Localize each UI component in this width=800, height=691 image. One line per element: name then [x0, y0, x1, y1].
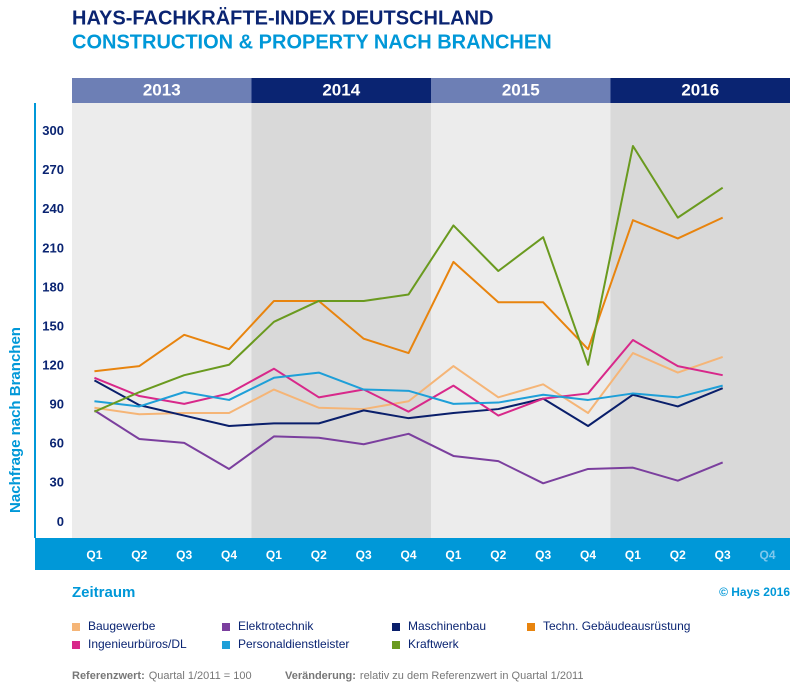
- y-tick-label: 270: [42, 162, 64, 177]
- y-tick-label: 90: [50, 397, 64, 412]
- x-axis-label: Zeitraum: [72, 584, 135, 601]
- legend-swatch: [72, 641, 80, 649]
- legend-swatch: [527, 623, 535, 631]
- series-line: [94, 216, 724, 373]
- year-header: [251, 78, 431, 103]
- x-tick-label: Q1: [86, 548, 102, 562]
- legend-swatch: [392, 623, 400, 631]
- x-tick-label: Q3: [715, 548, 731, 562]
- y-tick-label: 0: [57, 514, 64, 529]
- y-tick-label: 120: [42, 358, 64, 373]
- x-tick-label: Q1: [266, 548, 282, 562]
- year-panel: [431, 103, 611, 538]
- series-line: [94, 144, 724, 413]
- x-tick-label: Q3: [535, 548, 551, 562]
- x-tick-label: Q1: [625, 548, 641, 562]
- footnote-text: relativ zu dem Referenzwert in Quartal 1…: [360, 670, 584, 682]
- x-axis-band: [35, 538, 790, 570]
- y-tick-label: 210: [42, 240, 64, 255]
- x-tick-label: Q3: [176, 548, 192, 562]
- legend-label: Personaldienstleister: [238, 637, 349, 651]
- legend-swatch: [222, 623, 230, 631]
- y-tick-label: 150: [42, 318, 64, 333]
- x-tick-label: Q2: [670, 548, 686, 562]
- x-tick-label: Q2: [131, 548, 147, 562]
- legend-label: Maschinenbau: [408, 619, 486, 633]
- legend-label: Techn. Gebäudeausrüstung: [543, 619, 690, 633]
- year-panel: [610, 103, 790, 538]
- x-tick-label: Q2: [490, 548, 506, 562]
- y-tick-label: 300: [42, 123, 64, 138]
- series-line: [93, 379, 724, 427]
- x-tick-label: Q4: [221, 548, 237, 562]
- y-tick-label: 180: [42, 279, 64, 294]
- x-tick-label: Q4: [580, 548, 596, 562]
- year-header: [72, 78, 252, 103]
- legend-swatch: [222, 641, 230, 649]
- x-tick-label: Q3: [356, 548, 372, 562]
- footnote: Veränderung: relativ zu dem Referenzwert …: [285, 670, 583, 682]
- year-panel: [72, 103, 252, 538]
- x-tick-label: Q1: [445, 548, 461, 562]
- year-header: [610, 78, 790, 103]
- y-tick-label: 240: [42, 201, 64, 216]
- y-axis-label: Nachfrage nach Branchen: [7, 327, 24, 513]
- legend-swatch: [72, 623, 80, 631]
- year-label: 2016: [681, 80, 719, 99]
- x-tick-label: Q2: [311, 548, 327, 562]
- year-label: 2015: [502, 80, 540, 99]
- year-label: 2014: [322, 80, 360, 99]
- source: © Hays 2016: [719, 585, 790, 599]
- x-tick-label: Q4: [401, 548, 417, 562]
- legend-label: Elektrotechnik: [238, 619, 314, 633]
- series-line: [94, 339, 723, 417]
- chart-title: HAYS-FACHKRÄFTE-INDEX DEUTSCHLAND: [72, 6, 494, 29]
- year-header: [431, 78, 611, 103]
- chart-subtitle: CONSTRUCTION & PROPERTY NACH BRANCHEN: [72, 31, 552, 53]
- legend-label: Kraftwerk: [408, 637, 460, 651]
- y-tick-label: 60: [50, 436, 64, 451]
- legend-label: Baugewerbe: [88, 619, 156, 633]
- footnote-text: Quartal 1/2011 = 100: [149, 670, 252, 682]
- series-line: [94, 371, 723, 408]
- series-line: [94, 352, 724, 416]
- footnote-label: Referenzwert:: [72, 670, 145, 682]
- legend-swatch: [392, 641, 400, 649]
- year-label: 2013: [143, 80, 181, 99]
- y-tick-label: 30: [50, 475, 64, 490]
- x-tick-label: Q4: [760, 548, 776, 562]
- series-line: [93, 409, 724, 485]
- footnote-label: Veränderung:: [285, 670, 356, 682]
- legend-label: Ingenieurbüros/DL: [88, 637, 187, 651]
- footnote: Referenzwert: Quartal 1/2011 = 100: [72, 670, 252, 682]
